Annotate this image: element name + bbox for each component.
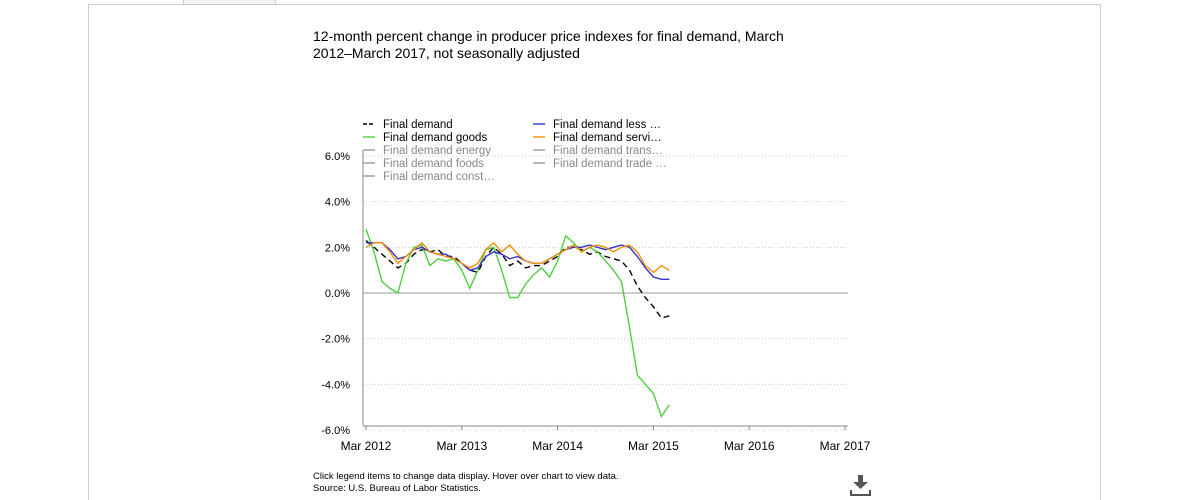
legend-item[interactable]: Final demand less … [533, 119, 661, 131]
legend-label: Final demand goods [383, 132, 487, 144]
legend-item[interactable]: Final demand trans… [533, 145, 663, 157]
series-line [365, 239, 670, 319]
legend-label: Final demand energy [383, 145, 491, 157]
x-tick-label: Mar 2015 [628, 439, 679, 453]
x-tick-label: Mar 2016 [724, 439, 775, 453]
x-tick-label: Mar 2017 [820, 439, 871, 453]
legend-label: Final demand const… [383, 171, 495, 183]
legend-label: Final demand foods [383, 158, 484, 170]
legend-label: Final demand servi… [553, 132, 662, 144]
x-tick-label: Mar 2013 [436, 439, 487, 453]
legend-item[interactable]: Final demand const… [363, 171, 495, 183]
x-tick-label: Mar 2014 [532, 439, 583, 453]
y-tick-label: 2.0% [325, 242, 350, 254]
legend-item[interactable]: Final demand goods [363, 132, 487, 144]
frame [88, 4, 1101, 500]
download-icon[interactable] [850, 475, 871, 496]
legend-item[interactable]: Final demand energy [363, 145, 491, 157]
legend-label: Final demand trans… [553, 145, 663, 157]
y-tick-label: 0.0% [325, 288, 350, 300]
y-tick-label: 6.0% [325, 151, 350, 163]
y-tick-label: -6.0% [321, 425, 350, 437]
legend-item[interactable]: Final demand [363, 119, 453, 131]
legend-label: Final demand [383, 119, 453, 131]
chart-title: 12-month percent change in producer pric… [313, 28, 784, 61]
legend-item[interactable]: Final demand foods [363, 158, 484, 170]
legend-label: Final demand less … [553, 119, 661, 131]
x-tick-label: Mar 2012 [341, 439, 392, 453]
note: Click legend items to change data displa… [313, 471, 619, 482]
source: Source: U.S. Bureau of Labor Statistics. [313, 483, 481, 494]
legend-item[interactable]: Final demand trade … [533, 158, 667, 170]
legend-item[interactable]: Final demand servi… [533, 132, 662, 144]
title-line: 12-month percent change in producer pric… [313, 28, 784, 44]
y-tick-label: 4.0% [325, 197, 350, 209]
tab[interactable] [183, 0, 276, 5]
series-line [365, 241, 670, 274]
legend-label: Final demand trade … [553, 158, 667, 170]
y-tick-label: -4.0% [321, 379, 350, 391]
title-line: 2012–March 2017, not seasonally adjusted [313, 45, 580, 61]
series-line [366, 242, 670, 280]
y-tick-label: -2.0% [321, 334, 350, 346]
